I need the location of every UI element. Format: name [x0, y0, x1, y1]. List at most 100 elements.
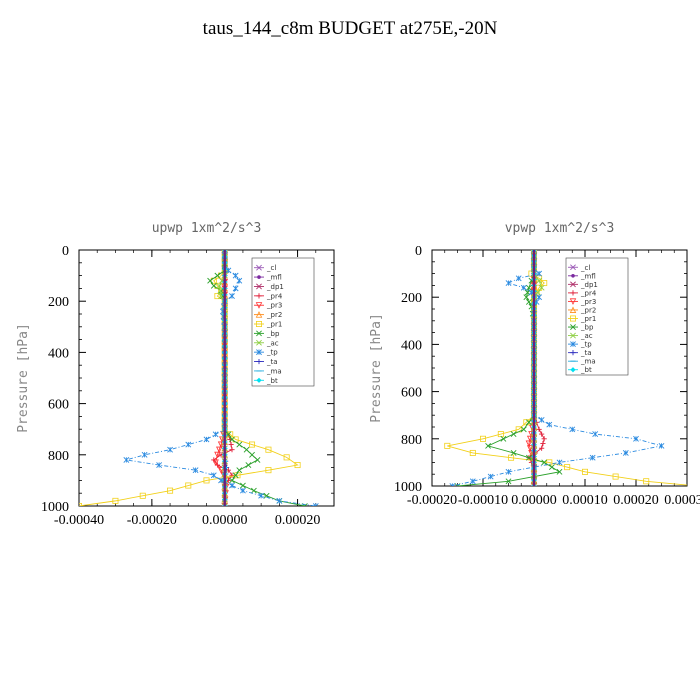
y-tick-label: 1000: [394, 480, 422, 495]
y-tick-label: 200: [48, 295, 69, 310]
data-point: [265, 467, 272, 474]
data-point: [254, 457, 261, 463]
y-tick-label: 600: [401, 386, 422, 401]
data-point: [221, 503, 226, 506]
legend-swatch-marker: [256, 264, 262, 271]
data-point: [232, 472, 239, 479]
legend-label: _pr4: [580, 289, 597, 297]
y-tick-label: 0: [62, 244, 69, 259]
data-point: [531, 483, 535, 486]
data-point: [525, 440, 533, 448]
data-point: [556, 468, 563, 475]
legend-label: _pr3: [266, 302, 282, 310]
legend-label: _cl: [266, 264, 276, 272]
legend-item: _pr2: [254, 311, 282, 319]
legend-swatch-marker: [257, 275, 261, 279]
legend-swatch-marker: [570, 332, 576, 339]
legend-item: _cl: [568, 264, 590, 272]
legend-label: _ta: [580, 349, 592, 357]
legend-swatch-marker: [571, 274, 575, 278]
legend-label: _ma: [266, 367, 282, 375]
legend-label: _tp: [266, 349, 278, 357]
data-point: [695, 483, 700, 488]
legend-swatch-marker: [256, 330, 262, 337]
legend-label: _mfl: [580, 272, 596, 280]
legend-item: _pr1: [568, 315, 596, 323]
legend-item: _ta: [568, 349, 592, 357]
data-point: [525, 284, 532, 291]
legend-swatch-marker: [255, 311, 263, 318]
data-point: [582, 468, 589, 475]
data-point: [236, 441, 243, 448]
legend-label: _bp: [580, 324, 594, 332]
data-point: [236, 467, 243, 474]
data-point: [207, 277, 214, 284]
data-point: [523, 294, 530, 301]
data-point: [283, 454, 290, 461]
legend-box: [565, 257, 629, 376]
y-axis-label: Pressure [hPa]: [16, 323, 31, 433]
legend-label: _cl: [580, 264, 590, 272]
data-point: [216, 446, 223, 454]
data-point: [112, 497, 119, 504]
data-point: [167, 487, 174, 494]
legend-swatch-marker: [570, 315, 577, 322]
y-tick-label: 0: [415, 244, 422, 259]
legend-item: _mfl: [568, 272, 596, 280]
data-point: [249, 441, 256, 448]
data-point: [469, 449, 476, 456]
series-line: [452, 250, 662, 486]
data-point: [510, 431, 517, 437]
data-point: [210, 282, 217, 289]
legend-item: _cl: [254, 264, 276, 272]
legend-item: _pr4: [568, 289, 597, 297]
legend: _cl_mfl_dp1_pr4_pr3_pr2_pr1_bp_ac_tp_ta_…: [565, 257, 629, 376]
data-point: [214, 272, 221, 279]
legend-item: _tp: [254, 349, 278, 357]
legend-item: _pr2: [568, 306, 596, 314]
y-tick-label: 600: [48, 398, 69, 413]
data-point: [525, 419, 532, 426]
data-point: [240, 482, 246, 489]
data-point: [294, 462, 301, 469]
data-point: [564, 464, 571, 471]
data-point: [217, 288, 224, 294]
series-group: [79, 250, 319, 506]
legend-item: _pr4: [254, 292, 283, 300]
legend-label: _pr3: [580, 298, 596, 306]
legend-item: _dp1: [254, 283, 284, 291]
x-tick-label: 0.00020: [613, 493, 659, 508]
legend-item: _ac: [254, 339, 279, 347]
legend-item: _bt: [254, 377, 278, 385]
legend-swatch-marker: [569, 298, 577, 305]
legend-label: _ta: [266, 358, 278, 366]
legend-label: _pr4: [266, 292, 283, 300]
data-point: [312, 503, 317, 506]
x-tick-label: 0.00000: [202, 513, 248, 528]
x-tick-label: 0.00000: [511, 493, 557, 508]
legend-swatch-marker: [256, 283, 262, 290]
legend-label: _ac: [580, 332, 593, 340]
data-point: [245, 462, 252, 468]
data-point: [214, 293, 221, 300]
data-point: [216, 282, 223, 289]
data-point: [510, 450, 517, 456]
data-point: [533, 250, 537, 253]
data-point: [218, 288, 224, 294]
data-point: [536, 277, 543, 284]
legend-item: _ma: [254, 367, 282, 375]
x-tick-label: 0.00030: [664, 493, 700, 508]
data-point: [304, 503, 308, 506]
chart-panel-2: vpwp 1xm^2/s^3 Pressure [hPa] 0 200 400 600 80…: [369, 221, 700, 508]
x-tick-label: -0.00010: [458, 493, 508, 508]
legend-swatch-marker: [256, 339, 262, 346]
y-tick-label: 400: [48, 346, 69, 361]
data-point: [500, 435, 507, 442]
legend-label: _pr1: [580, 315, 596, 323]
data-point: [612, 473, 619, 480]
panel-title: vpwp 1xm^2/s^3: [505, 221, 615, 236]
data-point: [212, 459, 219, 466]
data-point: [265, 446, 272, 453]
legend-label: _pr2: [580, 306, 596, 314]
